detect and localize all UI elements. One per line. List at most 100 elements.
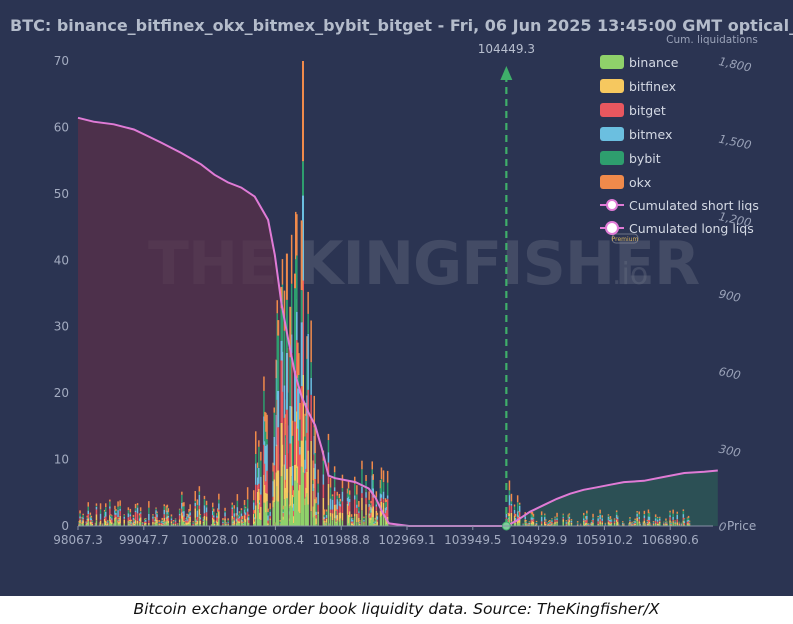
bar-segment-binance xyxy=(257,503,259,526)
bar-segment-bitget xyxy=(205,512,208,517)
bar-segment-binance xyxy=(243,520,246,526)
bar-segment-okx xyxy=(240,508,243,511)
bar-segment-binance xyxy=(530,524,533,526)
bar-segment-bitget xyxy=(253,509,255,514)
bar-segment-okx xyxy=(647,509,650,514)
bar-segment-bitmex xyxy=(568,517,571,519)
bar-segment-binance xyxy=(123,523,125,526)
bar-segment-bybit xyxy=(144,519,146,522)
bar-segment-binance xyxy=(266,501,268,526)
bar-segment-bitmex xyxy=(164,522,166,524)
bar-segment-bitget xyxy=(532,519,535,522)
bar-segment-okx xyxy=(257,462,259,468)
bar-segment-bybit xyxy=(335,510,337,516)
bar-segment-bitfinex xyxy=(158,523,160,526)
bar-segment-bitfinex xyxy=(82,520,84,524)
bar-segment-bitget xyxy=(129,516,132,520)
bar-segment-okx xyxy=(354,476,356,484)
bar-segment-okx xyxy=(210,524,213,525)
bar-segment-binance xyxy=(213,522,215,526)
bar-segment-bitfinex xyxy=(324,524,327,526)
bar-segment-binance xyxy=(323,523,326,526)
bar-segment-bitget xyxy=(78,523,80,525)
bar-segment-bitfinex xyxy=(152,521,154,525)
bar-segment-okx xyxy=(584,520,586,522)
bar-segment-okx xyxy=(648,512,651,514)
bar-segment-bitfinex xyxy=(599,521,601,525)
bar-segment-okx xyxy=(532,513,535,517)
bar-segment-bitget xyxy=(524,519,526,520)
bar-segment-bitget xyxy=(188,518,190,522)
bar-segment-binance xyxy=(99,524,102,526)
bar-segment-bitget xyxy=(296,340,298,412)
bar-segment-bitget xyxy=(106,523,108,525)
bar-segment-okx xyxy=(133,518,136,520)
bar-segment-bybit xyxy=(203,499,206,506)
bar-segment-binance xyxy=(156,523,158,526)
bar-segment-okx xyxy=(118,518,120,519)
bar-segment-binance xyxy=(327,505,330,526)
bar-segment-bitmex xyxy=(385,506,388,511)
bar-segment-bitfinex xyxy=(123,519,125,524)
bar-segment-binance xyxy=(89,524,92,526)
bar-segment-bitget xyxy=(312,491,314,507)
bar-segment-binance xyxy=(325,522,328,526)
bar-segment-binance xyxy=(163,522,165,526)
bar-segment-bitfinex xyxy=(136,520,139,524)
bar-segment-bitmex xyxy=(348,499,351,503)
bar-segment-bybit xyxy=(289,357,292,406)
bar-segment-binance xyxy=(214,524,216,526)
bar-segment-bybit xyxy=(531,514,534,518)
bar-segment-bybit xyxy=(302,161,304,196)
bar-segment-bybit xyxy=(166,507,169,511)
bar-segment-bitfinex xyxy=(205,516,208,521)
bar-segment-bitfinex xyxy=(331,513,334,521)
bar-segment-okx xyxy=(107,519,109,521)
bar-segment-binance xyxy=(517,522,520,526)
bar-segment-okx xyxy=(294,273,296,289)
bar-segment-bitmex xyxy=(550,523,552,524)
bar-segment-bybit xyxy=(628,523,630,525)
bar-segment-bitget xyxy=(162,524,164,525)
bar-segment-binance xyxy=(629,524,631,526)
bar-segment-bybit xyxy=(123,515,125,517)
bar-segment-binance xyxy=(273,502,275,526)
bar-segment-binance xyxy=(195,524,197,526)
bar-segment-okx xyxy=(285,253,288,300)
bar-segment-bitget xyxy=(341,501,344,513)
bar-segment-bitfinex xyxy=(666,524,668,525)
bar-segment-bitget xyxy=(238,518,241,522)
bar-segment-bitget xyxy=(289,443,292,467)
bar-segment-bybit xyxy=(189,510,191,513)
bar-segment-bybit xyxy=(517,512,520,516)
bar-segment-binance xyxy=(247,523,250,526)
bar-segment-binance xyxy=(260,520,262,526)
bar-segment-bybit xyxy=(665,520,667,522)
bar-segment-bybit xyxy=(634,519,636,522)
bar-segment-bitmex xyxy=(154,519,156,522)
bar-segment-binance xyxy=(203,519,206,526)
bar-segment-bybit xyxy=(240,510,243,514)
bar-segment-bitget xyxy=(167,517,170,521)
bar-segment-bitfinex xyxy=(99,520,102,525)
bar-segment-bitget xyxy=(333,491,336,505)
bar-segment-bitget xyxy=(371,490,373,509)
bar-segment-okx xyxy=(583,512,585,516)
bar-segment-okx xyxy=(293,490,295,498)
bar-segment-binance xyxy=(674,524,676,526)
bar-segment-binance xyxy=(322,520,325,526)
bar-segment-bitmex xyxy=(510,503,513,506)
bar-segment-bitfinex xyxy=(232,524,234,525)
bar-segment-bitmex xyxy=(198,495,201,506)
bar-segment-binance xyxy=(117,522,119,526)
bar-segment-bitget xyxy=(323,518,326,521)
bar-segment-bitmex xyxy=(565,522,568,524)
bar-segment-bitmex xyxy=(182,511,184,513)
bar-segment-bitget xyxy=(372,497,374,507)
bar-segment-bybit xyxy=(260,460,262,477)
bar-segment-binance xyxy=(514,523,517,526)
bar-segment-bitfinex xyxy=(356,513,358,523)
bar-segment-bitget xyxy=(187,521,189,523)
bar-segment-bitmex xyxy=(325,514,328,518)
y2-tick-label: 0 xyxy=(718,519,728,534)
